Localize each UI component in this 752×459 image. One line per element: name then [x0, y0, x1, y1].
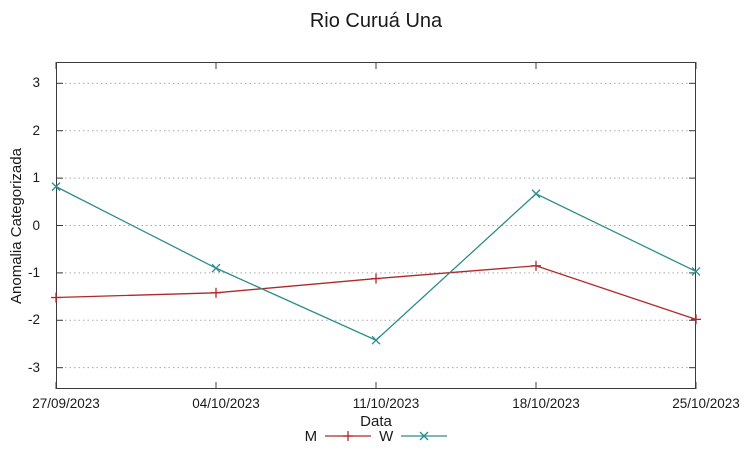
plot-svg — [51, 62, 701, 389]
chart-title: Rio Curuá Una — [309, 10, 443, 32]
marker-cross-W — [211, 263, 221, 273]
legend-marker-plus — [343, 431, 354, 441]
y-tick-label: -1 — [27, 264, 40, 280]
x-tick-label: 11/10/2023 — [352, 396, 420, 411]
marker-cross-W — [691, 267, 701, 276]
plot-border — [56, 62, 696, 389]
x-tick-label: 27/09/2023 — [32, 396, 100, 411]
y-tick-label: 0 — [32, 217, 40, 233]
series-line-W — [55, 186, 697, 341]
x-tick-label: 25/10/2023 — [672, 396, 740, 411]
x-axis-label: Data — [360, 413, 392, 430]
legend-marker-cross — [419, 431, 429, 441]
y-tick-label: 1 — [32, 170, 40, 186]
marker-plus-M — [691, 314, 701, 325]
y-tick-label: 3 — [32, 75, 40, 91]
marker-plus-M — [371, 273, 381, 284]
marker-plus-M — [51, 292, 61, 303]
marker-cross-W — [531, 189, 541, 199]
marker-plus-M — [531, 260, 541, 271]
legend-sample-m — [325, 431, 372, 441]
x-tick-label: 04/10/2023 — [192, 396, 260, 411]
legend-item-m: M — [305, 428, 372, 445]
y-tick-label: -2 — [27, 312, 40, 328]
marker-cross-W — [51, 182, 61, 192]
plot-area — [51, 62, 701, 389]
legend-label: W — [379, 427, 394, 445]
marker-cross-W — [371, 335, 381, 345]
legend-item-w: W — [379, 427, 448, 445]
y-tick-label: 2 — [32, 122, 40, 138]
legend-sample-w — [401, 431, 448, 441]
y-tick-label: -3 — [27, 359, 40, 375]
legend-label: M — [304, 427, 318, 445]
x-tick-label: 18/10/2023 — [512, 396, 580, 411]
marker-plus-M — [211, 287, 221, 298]
